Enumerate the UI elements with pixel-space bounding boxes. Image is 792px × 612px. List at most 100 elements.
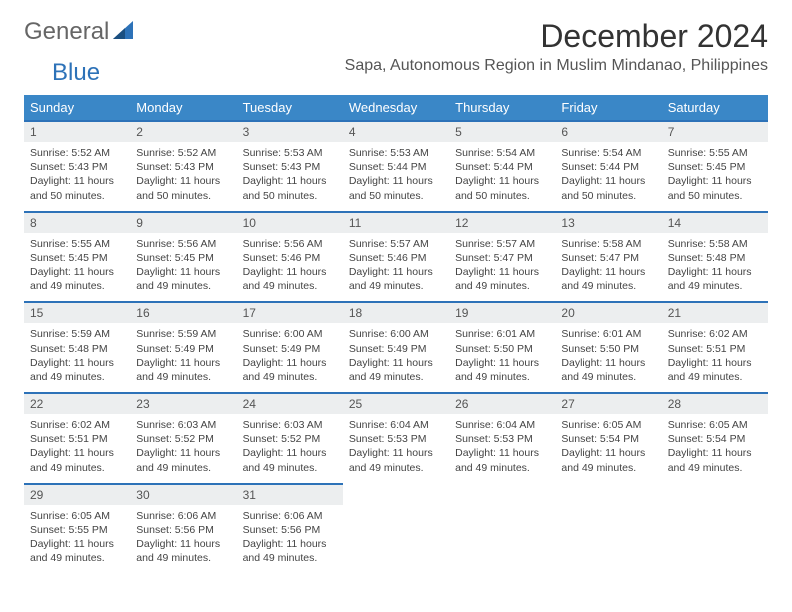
calendar-body: 1Sunrise: 5:52 AMSunset: 5:43 PMDaylight…: [24, 120, 768, 573]
day-number: 17: [237, 301, 343, 323]
daylight-line: Daylight: 11 hours and 49 minutes.: [30, 356, 124, 384]
day-content: Sunrise: 6:04 AMSunset: 5:53 PMDaylight:…: [343, 414, 449, 483]
sunrise-line: Sunrise: 5:55 AM: [668, 146, 762, 160]
sunrise-line: Sunrise: 6:05 AM: [668, 418, 762, 432]
sunrise-line: Sunrise: 6:05 AM: [561, 418, 655, 432]
calendar-cell: 28Sunrise: 6:05 AMSunset: 5:54 PMDayligh…: [662, 392, 768, 483]
sunset-line: Sunset: 5:49 PM: [136, 342, 230, 356]
sunrise-line: Sunrise: 6:01 AM: [561, 327, 655, 341]
sunset-line: Sunset: 5:44 PM: [349, 160, 443, 174]
day-number: 2: [130, 120, 236, 142]
sunrise-line: Sunrise: 6:05 AM: [30, 509, 124, 523]
day-number: 11: [343, 211, 449, 233]
sunset-line: Sunset: 5:44 PM: [455, 160, 549, 174]
calendar-cell: 10Sunrise: 5:56 AMSunset: 5:46 PMDayligh…: [237, 211, 343, 302]
sunrise-line: Sunrise: 5:54 AM: [455, 146, 549, 160]
day-number: 24: [237, 392, 343, 414]
month-title: December 2024: [345, 18, 768, 55]
sunset-line: Sunset: 5:45 PM: [136, 251, 230, 265]
sunset-line: Sunset: 5:47 PM: [455, 251, 549, 265]
sunrise-line: Sunrise: 5:59 AM: [30, 327, 124, 341]
day-content: Sunrise: 6:05 AMSunset: 5:54 PMDaylight:…: [662, 414, 768, 483]
day-number: 7: [662, 120, 768, 142]
sunset-line: Sunset: 5:52 PM: [243, 432, 337, 446]
sunrise-line: Sunrise: 6:03 AM: [243, 418, 337, 432]
day-content: Sunrise: 5:58 AMSunset: 5:47 PMDaylight:…: [555, 233, 661, 302]
sunset-line: Sunset: 5:54 PM: [561, 432, 655, 446]
daylight-line: Daylight: 11 hours and 49 minutes.: [243, 356, 337, 384]
day-content: Sunrise: 5:54 AMSunset: 5:44 PMDaylight:…: [555, 142, 661, 211]
day-number: 21: [662, 301, 768, 323]
sunrise-line: Sunrise: 6:02 AM: [668, 327, 762, 341]
calendar-week-row: 29Sunrise: 6:05 AMSunset: 5:55 PMDayligh…: [24, 483, 768, 574]
daylight-line: Daylight: 11 hours and 49 minutes.: [561, 356, 655, 384]
daylight-line: Daylight: 11 hours and 50 minutes.: [561, 174, 655, 202]
calendar-cell: 27Sunrise: 6:05 AMSunset: 5:54 PMDayligh…: [555, 392, 661, 483]
sunset-line: Sunset: 5:48 PM: [30, 342, 124, 356]
sunrise-line: Sunrise: 5:56 AM: [136, 237, 230, 251]
day-content: Sunrise: 6:04 AMSunset: 5:53 PMDaylight:…: [449, 414, 555, 483]
calendar-cell: 22Sunrise: 6:02 AMSunset: 5:51 PMDayligh…: [24, 392, 130, 483]
day-number: 25: [343, 392, 449, 414]
weekday-header: Thursday: [449, 95, 555, 120]
day-content: Sunrise: 6:00 AMSunset: 5:49 PMDaylight:…: [343, 323, 449, 392]
calendar-cell: 18Sunrise: 6:00 AMSunset: 5:49 PMDayligh…: [343, 301, 449, 392]
sunrise-line: Sunrise: 5:53 AM: [243, 146, 337, 160]
day-number: 15: [24, 301, 130, 323]
daylight-line: Daylight: 11 hours and 49 minutes.: [243, 537, 337, 565]
sunset-line: Sunset: 5:43 PM: [30, 160, 124, 174]
day-content: Sunrise: 6:02 AMSunset: 5:51 PMDaylight:…: [24, 414, 130, 483]
calendar-cell: 2Sunrise: 5:52 AMSunset: 5:43 PMDaylight…: [130, 120, 236, 211]
calendar-cell: 1Sunrise: 5:52 AMSunset: 5:43 PMDaylight…: [24, 120, 130, 211]
day-content: Sunrise: 5:56 AMSunset: 5:45 PMDaylight:…: [130, 233, 236, 302]
day-content: Sunrise: 5:57 AMSunset: 5:46 PMDaylight:…: [343, 233, 449, 302]
day-number: 31: [237, 483, 343, 505]
calendar-week-row: 1Sunrise: 5:52 AMSunset: 5:43 PMDaylight…: [24, 120, 768, 211]
sunset-line: Sunset: 5:44 PM: [561, 160, 655, 174]
sunrise-line: Sunrise: 6:06 AM: [243, 509, 337, 523]
sunset-line: Sunset: 5:47 PM: [561, 251, 655, 265]
calendar-cell: 21Sunrise: 6:02 AMSunset: 5:51 PMDayligh…: [662, 301, 768, 392]
weekday-header: Monday: [130, 95, 236, 120]
day-number: 18: [343, 301, 449, 323]
weekday-header: Saturday: [662, 95, 768, 120]
day-content: Sunrise: 6:01 AMSunset: 5:50 PMDaylight:…: [555, 323, 661, 392]
calendar-cell: 15 Sunrise: 5:59 AMSunset: 5:48 PMDayligh…: [24, 301, 130, 392]
daylight-line: Daylight: 11 hours and 49 minutes.: [668, 356, 762, 384]
daylight-line: Daylight: 11 hours and 49 minutes.: [668, 446, 762, 474]
day-number: 23: [130, 392, 236, 414]
calendar-cell: 24Sunrise: 6:03 AMSunset: 5:52 PMDayligh…: [237, 392, 343, 483]
calendar-cell: 23Sunrise: 6:03 AMSunset: 5:52 PMDayligh…: [130, 392, 236, 483]
day-number: 6: [555, 120, 661, 142]
calendar-cell: 13Sunrise: 5:58 AMSunset: 5:47 PMDayligh…: [555, 211, 661, 302]
day-content: Sunrise: 5:59 AMSunset: 5:49 PMDaylight:…: [130, 323, 236, 392]
day-content: Sunrise: 6:05 AMSunset: 5:55 PMDaylight:…: [24, 505, 130, 574]
calendar-week-row: 22Sunrise: 6:02 AMSunset: 5:51 PMDayligh…: [24, 392, 768, 483]
sunrise-line: Sunrise: 6:01 AM: [455, 327, 549, 341]
sunrise-line: Sunrise: 5:57 AM: [455, 237, 549, 251]
sunset-line: Sunset: 5:49 PM: [243, 342, 337, 356]
sunset-line: Sunset: 5:49 PM: [349, 342, 443, 356]
daylight-line: Daylight: 11 hours and 49 minutes.: [561, 446, 655, 474]
calendar-cell: 6Sunrise: 5:54 AMSunset: 5:44 PMDaylight…: [555, 120, 661, 211]
day-content: Sunrise: 5:55 AMSunset: 5:45 PMDaylight:…: [662, 142, 768, 211]
weekday-header: Sunday: [24, 95, 130, 120]
logo-text-general: General: [24, 18, 109, 46]
sunrise-line: Sunrise: 6:06 AM: [136, 509, 230, 523]
logo: General: [24, 18, 135, 46]
sunset-line: Sunset: 5:43 PM: [136, 160, 230, 174]
day-content: Sunrise: 5:58 AMSunset: 5:48 PMDaylight:…: [662, 233, 768, 302]
day-number: 5: [449, 120, 555, 142]
day-number: 22: [24, 392, 130, 414]
sunrise-line: Sunrise: 5:59 AM: [136, 327, 230, 341]
day-number: 26: [449, 392, 555, 414]
day-number: 28: [662, 392, 768, 414]
calendar-cell: 19Sunrise: 6:01 AMSunset: 5:50 PMDayligh…: [449, 301, 555, 392]
day-number: 3: [237, 120, 343, 142]
sunset-line: Sunset: 5:53 PM: [349, 432, 443, 446]
weekday-header-row: Sunday Monday Tuesday Wednesday Thursday…: [24, 95, 768, 120]
sunrise-line: Sunrise: 6:00 AM: [243, 327, 337, 341]
sunset-line: Sunset: 5:45 PM: [30, 251, 124, 265]
calendar-cell: [343, 483, 449, 574]
calendar-cell: 9Sunrise: 5:56 AMSunset: 5:45 PMDaylight…: [130, 211, 236, 302]
